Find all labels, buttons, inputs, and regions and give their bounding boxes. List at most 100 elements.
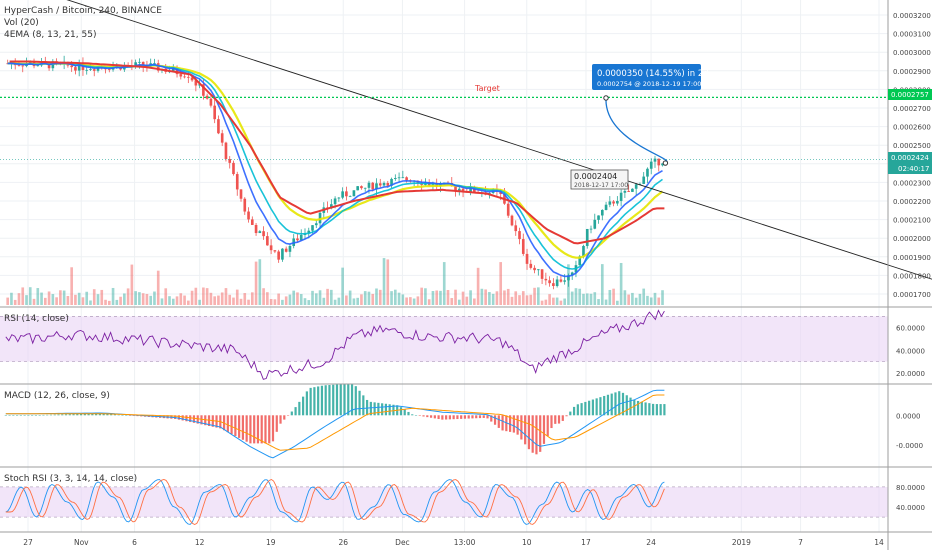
price-tick-5: 0.0002700 xyxy=(893,105,931,113)
macd-hist-bar xyxy=(445,415,448,420)
candle-body xyxy=(89,69,92,70)
candle-body xyxy=(356,186,359,191)
macd-hist-bar xyxy=(418,415,421,416)
price-tick-7: 0.0002500 xyxy=(893,142,931,150)
volume-bar xyxy=(21,287,25,305)
macd-hist-bar xyxy=(290,411,293,416)
candle-body xyxy=(187,76,190,78)
candle-body xyxy=(281,248,284,260)
macd-hist-bar xyxy=(324,385,327,416)
macd-hist-bar xyxy=(343,384,346,416)
volume-bar xyxy=(420,287,423,305)
macd-hist-bar xyxy=(535,415,538,455)
macd-hist-bar xyxy=(377,402,380,416)
candle-body xyxy=(657,158,661,166)
candle-body xyxy=(228,159,232,163)
volume-bar xyxy=(412,298,416,305)
macd-hist-bar xyxy=(204,415,207,426)
candle-body xyxy=(171,67,175,72)
time-axis[interactable]: 27 Nov 6 12 19 26 Dec 13:00 10 17 24 2019 7 14 xyxy=(23,538,884,547)
macd-hist-bar xyxy=(618,391,621,416)
volume-bar xyxy=(126,288,130,305)
candle-body xyxy=(153,63,156,64)
volume-bar xyxy=(646,295,649,305)
candle-body xyxy=(288,246,292,252)
time-tick-6: Dec xyxy=(395,538,410,547)
macd-hist-bar xyxy=(595,398,598,416)
volume-bar xyxy=(405,297,408,305)
volume-bar xyxy=(457,299,461,305)
anchor-box[interactable]: 0.0002404 2018-12-17 17:00 xyxy=(570,169,629,190)
price-tick-2: 0.0003000 xyxy=(893,49,931,57)
candle-body xyxy=(461,188,465,192)
macd-hist-bar xyxy=(117,414,120,416)
volume-bar xyxy=(529,294,533,305)
macd-hist-bar xyxy=(554,415,557,424)
candle-body xyxy=(243,198,247,212)
volume-bar xyxy=(360,294,363,305)
volume-bar xyxy=(17,293,21,305)
price-tick-0: 0.0003200 xyxy=(893,12,931,20)
candle-body xyxy=(348,196,352,198)
macd-hist-bar xyxy=(426,415,429,418)
symbol-title[interactable]: HyperCash / Bitcoin, 240, BINANCE xyxy=(4,6,162,16)
volume-bar xyxy=(81,297,85,305)
volume-bar xyxy=(6,297,9,305)
forecast-box[interactable]: 0.0000350 (14.55%) in 2d 0.0002754 @ 201… xyxy=(592,64,709,90)
rsi-legend[interactable]: RSI (14, close) xyxy=(4,314,69,324)
volume-bar xyxy=(521,291,525,305)
volume-bar xyxy=(518,295,521,305)
candle-body xyxy=(597,215,600,220)
candle-body xyxy=(224,142,228,160)
macd-hist-bar xyxy=(625,395,628,416)
volume-bar xyxy=(326,288,329,305)
volume-bar xyxy=(74,294,77,305)
time-tick-12: 7 xyxy=(798,538,803,547)
candle-body xyxy=(525,253,529,264)
candle-body xyxy=(284,248,288,252)
volume-bar xyxy=(232,297,235,305)
candle-body xyxy=(213,105,216,120)
ema-legend[interactable]: 4EMA (8, 13, 21, 55) xyxy=(4,30,96,40)
macd-hist-bar xyxy=(283,415,286,420)
macd-hist-bar xyxy=(113,414,117,416)
candle-body xyxy=(333,198,337,205)
volume-bar xyxy=(239,298,243,305)
macd-hist-bar xyxy=(524,415,527,445)
macd-hist-bar xyxy=(463,415,467,419)
volume-bar xyxy=(243,293,247,305)
macd-hist-bar xyxy=(606,394,610,416)
macd-hist-bar xyxy=(467,415,470,419)
volume-bar xyxy=(171,298,175,305)
volume-bar xyxy=(266,292,269,305)
macd-hist-bar xyxy=(328,385,331,416)
candle-body xyxy=(653,158,657,162)
target-label: Target xyxy=(474,84,500,93)
macd-tick-0: 0.0000 xyxy=(896,412,921,420)
stoch-legend[interactable]: Stoch RSI (3, 3, 14, 14, close) xyxy=(4,474,137,484)
volume-bar xyxy=(250,292,254,305)
macd-hist-bar xyxy=(546,415,549,436)
volume-bar xyxy=(431,291,435,305)
volume-bar xyxy=(213,296,216,305)
volume-bar xyxy=(311,290,314,305)
volume-bar xyxy=(559,300,563,305)
candle-body xyxy=(220,133,224,143)
volume-bar xyxy=(62,290,66,305)
volume-bar xyxy=(642,288,646,305)
volume-bar xyxy=(424,288,427,305)
macd-hist-bar xyxy=(369,401,372,416)
vol-legend[interactable]: Vol (20) xyxy=(4,18,39,28)
time-tick-5: 26 xyxy=(338,538,348,547)
macd-hist-bar xyxy=(185,415,188,422)
price-axis[interactable]: 0.0003200 0.0003100 0.0003000 0.0002900 0.00… xyxy=(893,12,931,512)
candle-body xyxy=(21,65,25,67)
macd-hist-bar xyxy=(12,415,15,416)
macd-hist-bar xyxy=(539,415,542,452)
volume-bar xyxy=(130,264,134,305)
svg-text:0.0002757: 0.0002757 xyxy=(891,91,929,99)
macd-hist-bar xyxy=(516,415,519,435)
macd-legend[interactable]: MACD (12, 26, close, 9) xyxy=(4,391,110,401)
stoch-band xyxy=(0,487,888,517)
candle-body xyxy=(77,62,81,71)
